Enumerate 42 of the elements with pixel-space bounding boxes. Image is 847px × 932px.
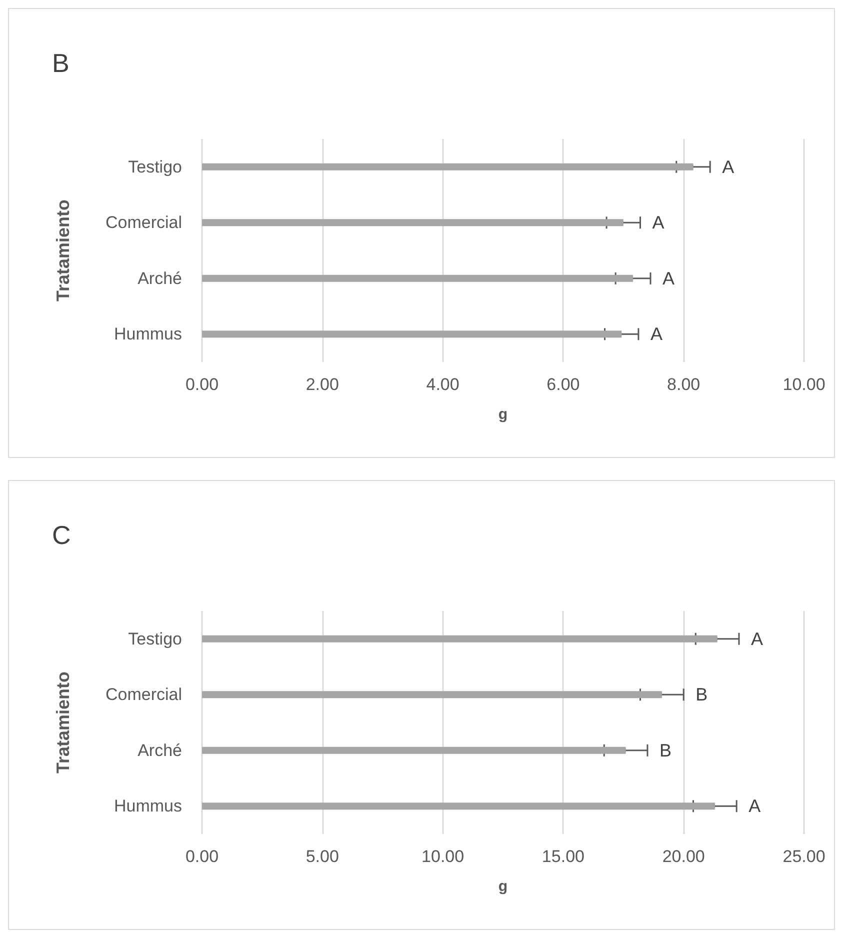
y-tick-label: Comercial (105, 685, 182, 704)
x-tick-label: 6.00 (546, 375, 580, 394)
x-tick-label: 10.00 (782, 375, 826, 394)
bar (202, 219, 624, 226)
x-tick-label: 15.00 (542, 847, 584, 866)
data-label: A (750, 628, 763, 649)
bar (202, 802, 715, 810)
chart-title: C (52, 520, 71, 550)
y-tick-label: Testigo (128, 629, 182, 648)
x-tick-label: 20.00 (662, 847, 705, 866)
bar (202, 635, 718, 642)
bar (202, 274, 634, 282)
x-tick-label: 8.00 (667, 375, 700, 394)
data-label: A (748, 796, 761, 816)
x-tick-label: 10.00 (422, 847, 464, 866)
x-tick-label: 0.00 (185, 847, 219, 866)
y-axis-title: Tratamiento (53, 671, 73, 774)
data-label: A (662, 268, 675, 288)
bar (202, 330, 622, 338)
x-tick-label: 25.00 (782, 847, 826, 866)
x-tick-label: 4.00 (426, 375, 460, 394)
x-axis-title: g (498, 406, 508, 423)
x-tick-label: 5.00 (306, 847, 339, 866)
data-label: B (659, 740, 672, 760)
data-label: A (650, 324, 662, 344)
data-label: A (652, 212, 664, 233)
bar (202, 691, 662, 698)
x-tick-label: 0.00 (185, 375, 219, 394)
data-label: A (722, 156, 734, 177)
y-tick-label: Arché (138, 740, 182, 760)
bar (202, 746, 626, 754)
bar (202, 163, 694, 170)
chart-title: B (52, 48, 70, 78)
y-tick-label: Arché (138, 268, 182, 288)
y-tick-label: Comercial (105, 213, 182, 232)
y-tick-label: Hummus (114, 796, 182, 816)
x-tick-label: 2.00 (306, 375, 339, 394)
y-tick-label: Testigo (128, 157, 182, 176)
y-tick-label: Hummus (114, 324, 182, 344)
x-axis-title: g (498, 878, 508, 895)
data-label: B (696, 684, 708, 705)
y-axis-title: Tratamiento (53, 199, 73, 302)
